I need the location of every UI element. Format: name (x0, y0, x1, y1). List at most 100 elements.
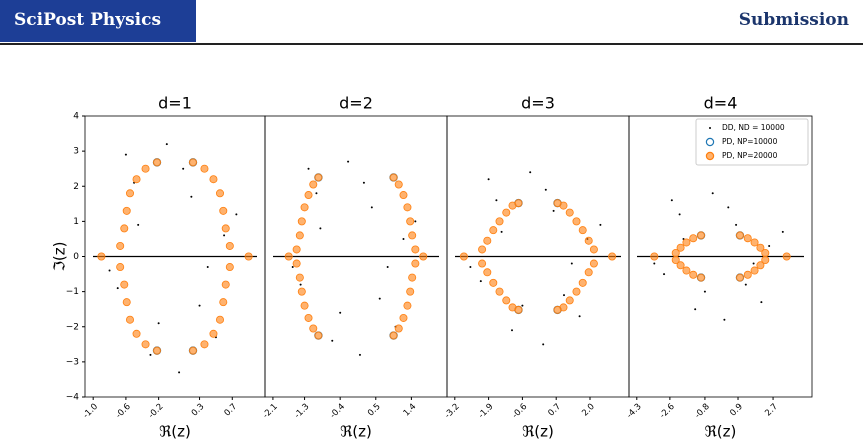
dd-point (735, 223, 738, 226)
dd-point (653, 262, 656, 265)
pd-point (459, 252, 468, 261)
y-tick-label: 2 (73, 182, 79, 192)
x-tick-label: 2.7 (763, 402, 780, 419)
x-tick-label: -0.8 (693, 402, 712, 421)
dd-point (307, 167, 310, 170)
pd-point (188, 158, 197, 167)
dd-point (500, 230, 503, 233)
pd-point (502, 208, 511, 217)
x-tick-label: -0.6 (510, 402, 529, 421)
pd-point (411, 259, 420, 268)
pd-point (650, 252, 659, 261)
dd-point (315, 192, 318, 195)
pd-point (132, 175, 141, 184)
pd-point (411, 245, 420, 254)
pd-point (689, 270, 698, 279)
pd-point (292, 259, 301, 268)
dd-point (347, 160, 350, 163)
pd-point (215, 189, 224, 198)
journal-name: SciPost Physics (14, 10, 162, 30)
pd-point (756, 243, 765, 252)
submission-tag: Submission (738, 10, 849, 30)
x-axis-label: ℜ(z) (340, 423, 372, 441)
dd-point (206, 266, 209, 269)
pd-point (309, 180, 318, 189)
pd-point (244, 252, 253, 261)
dd-point (339, 311, 342, 314)
pd-point (188, 346, 197, 355)
pd-point (553, 199, 562, 208)
pd-point (565, 208, 574, 217)
pd-point (489, 278, 498, 287)
dd-point (578, 315, 581, 318)
pd-point (200, 164, 209, 173)
dd-point (165, 143, 168, 146)
pd-point (219, 298, 228, 307)
dd-point (362, 181, 365, 184)
pd-point (200, 340, 209, 349)
dd-point (331, 339, 334, 342)
pd-point (697, 273, 706, 282)
pd-point (403, 203, 412, 212)
dd-point (299, 283, 302, 286)
pd-point (225, 241, 234, 250)
dd-point (469, 266, 472, 269)
dd-point (544, 188, 547, 191)
dd-point (178, 371, 181, 374)
pd-point (389, 331, 398, 340)
y-axis-label: ℑ(z) (51, 241, 69, 271)
dd-point (703, 290, 706, 293)
legend-box (695, 118, 809, 166)
pd-point (514, 305, 523, 314)
dd-point (678, 213, 681, 216)
pd-point (676, 243, 685, 252)
pd-point (750, 266, 759, 275)
pd-point (292, 245, 301, 254)
pd-point (743, 234, 752, 243)
pd-point (419, 252, 428, 261)
pd-point (743, 270, 752, 279)
pd-point (304, 191, 313, 200)
pd-point (483, 236, 492, 245)
x-tick-label: 0.5 (366, 402, 383, 419)
dd-point (781, 230, 784, 233)
dd-point (723, 318, 726, 321)
x-tick-label: -0.2 (147, 402, 166, 421)
pd-point (478, 245, 487, 254)
pd-point (295, 273, 304, 282)
dd-point (570, 262, 573, 265)
dd-point (235, 213, 238, 216)
pd-point (514, 199, 523, 208)
pd-point (750, 238, 759, 247)
pd-point (584, 268, 593, 277)
pd-point (735, 273, 744, 282)
pd-point (608, 252, 617, 261)
x-axis-label: ℜ(z) (522, 423, 554, 441)
pd-point (126, 189, 135, 198)
pd-point (756, 261, 765, 270)
pd-point (225, 263, 234, 272)
pd-point (215, 315, 224, 324)
pd-point (584, 236, 593, 245)
pd-point (502, 296, 511, 305)
pd-point (761, 256, 770, 265)
pd-point (122, 298, 131, 307)
dd-point (727, 206, 730, 209)
dd-point (752, 262, 755, 265)
y-tick-label: −4 (66, 393, 80, 403)
dd-point (487, 178, 490, 181)
y-tick-label: −2 (66, 322, 79, 332)
x-tick-label: -0.4 (328, 402, 347, 421)
dd-point (744, 283, 747, 286)
pd-point (141, 164, 150, 173)
pd-point (697, 231, 706, 240)
dd-point (157, 322, 160, 325)
pd-point (671, 256, 680, 265)
pd-point (221, 224, 230, 233)
pd-point (295, 231, 304, 240)
x-axis-label: ℜ(z) (705, 423, 737, 441)
pd-point (209, 329, 218, 338)
x-tick-label: -1.3 (293, 402, 312, 421)
